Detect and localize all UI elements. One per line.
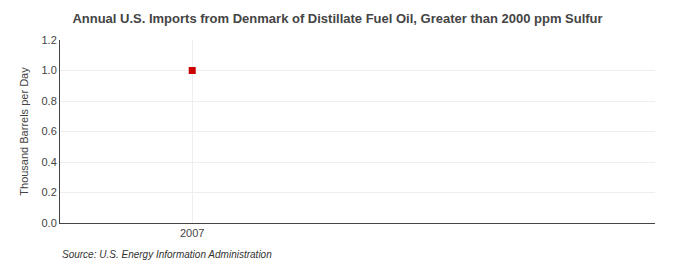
svg-text:2007: 2007 <box>180 227 204 239</box>
svg-text:0.0: 0.0 <box>42 217 57 229</box>
svg-text:0.2: 0.2 <box>42 186 57 198</box>
svg-text:0.8: 0.8 <box>42 95 57 107</box>
svg-text:Source: U.S. Energy Informatio: Source: U.S. Energy Information Administ… <box>62 249 272 260</box>
svg-text:0.4: 0.4 <box>42 156 57 168</box>
svg-text:Annual U.S. Imports from Denma: Annual U.S. Imports from Denmark of Dist… <box>72 11 602 26</box>
svg-text:1.2: 1.2 <box>42 34 57 46</box>
svg-text:1.0: 1.0 <box>42 64 57 76</box>
svg-text:Thousand Barrels per Day: Thousand Barrels per Day <box>18 67 30 196</box>
svg-text:0.6: 0.6 <box>42 125 57 137</box>
